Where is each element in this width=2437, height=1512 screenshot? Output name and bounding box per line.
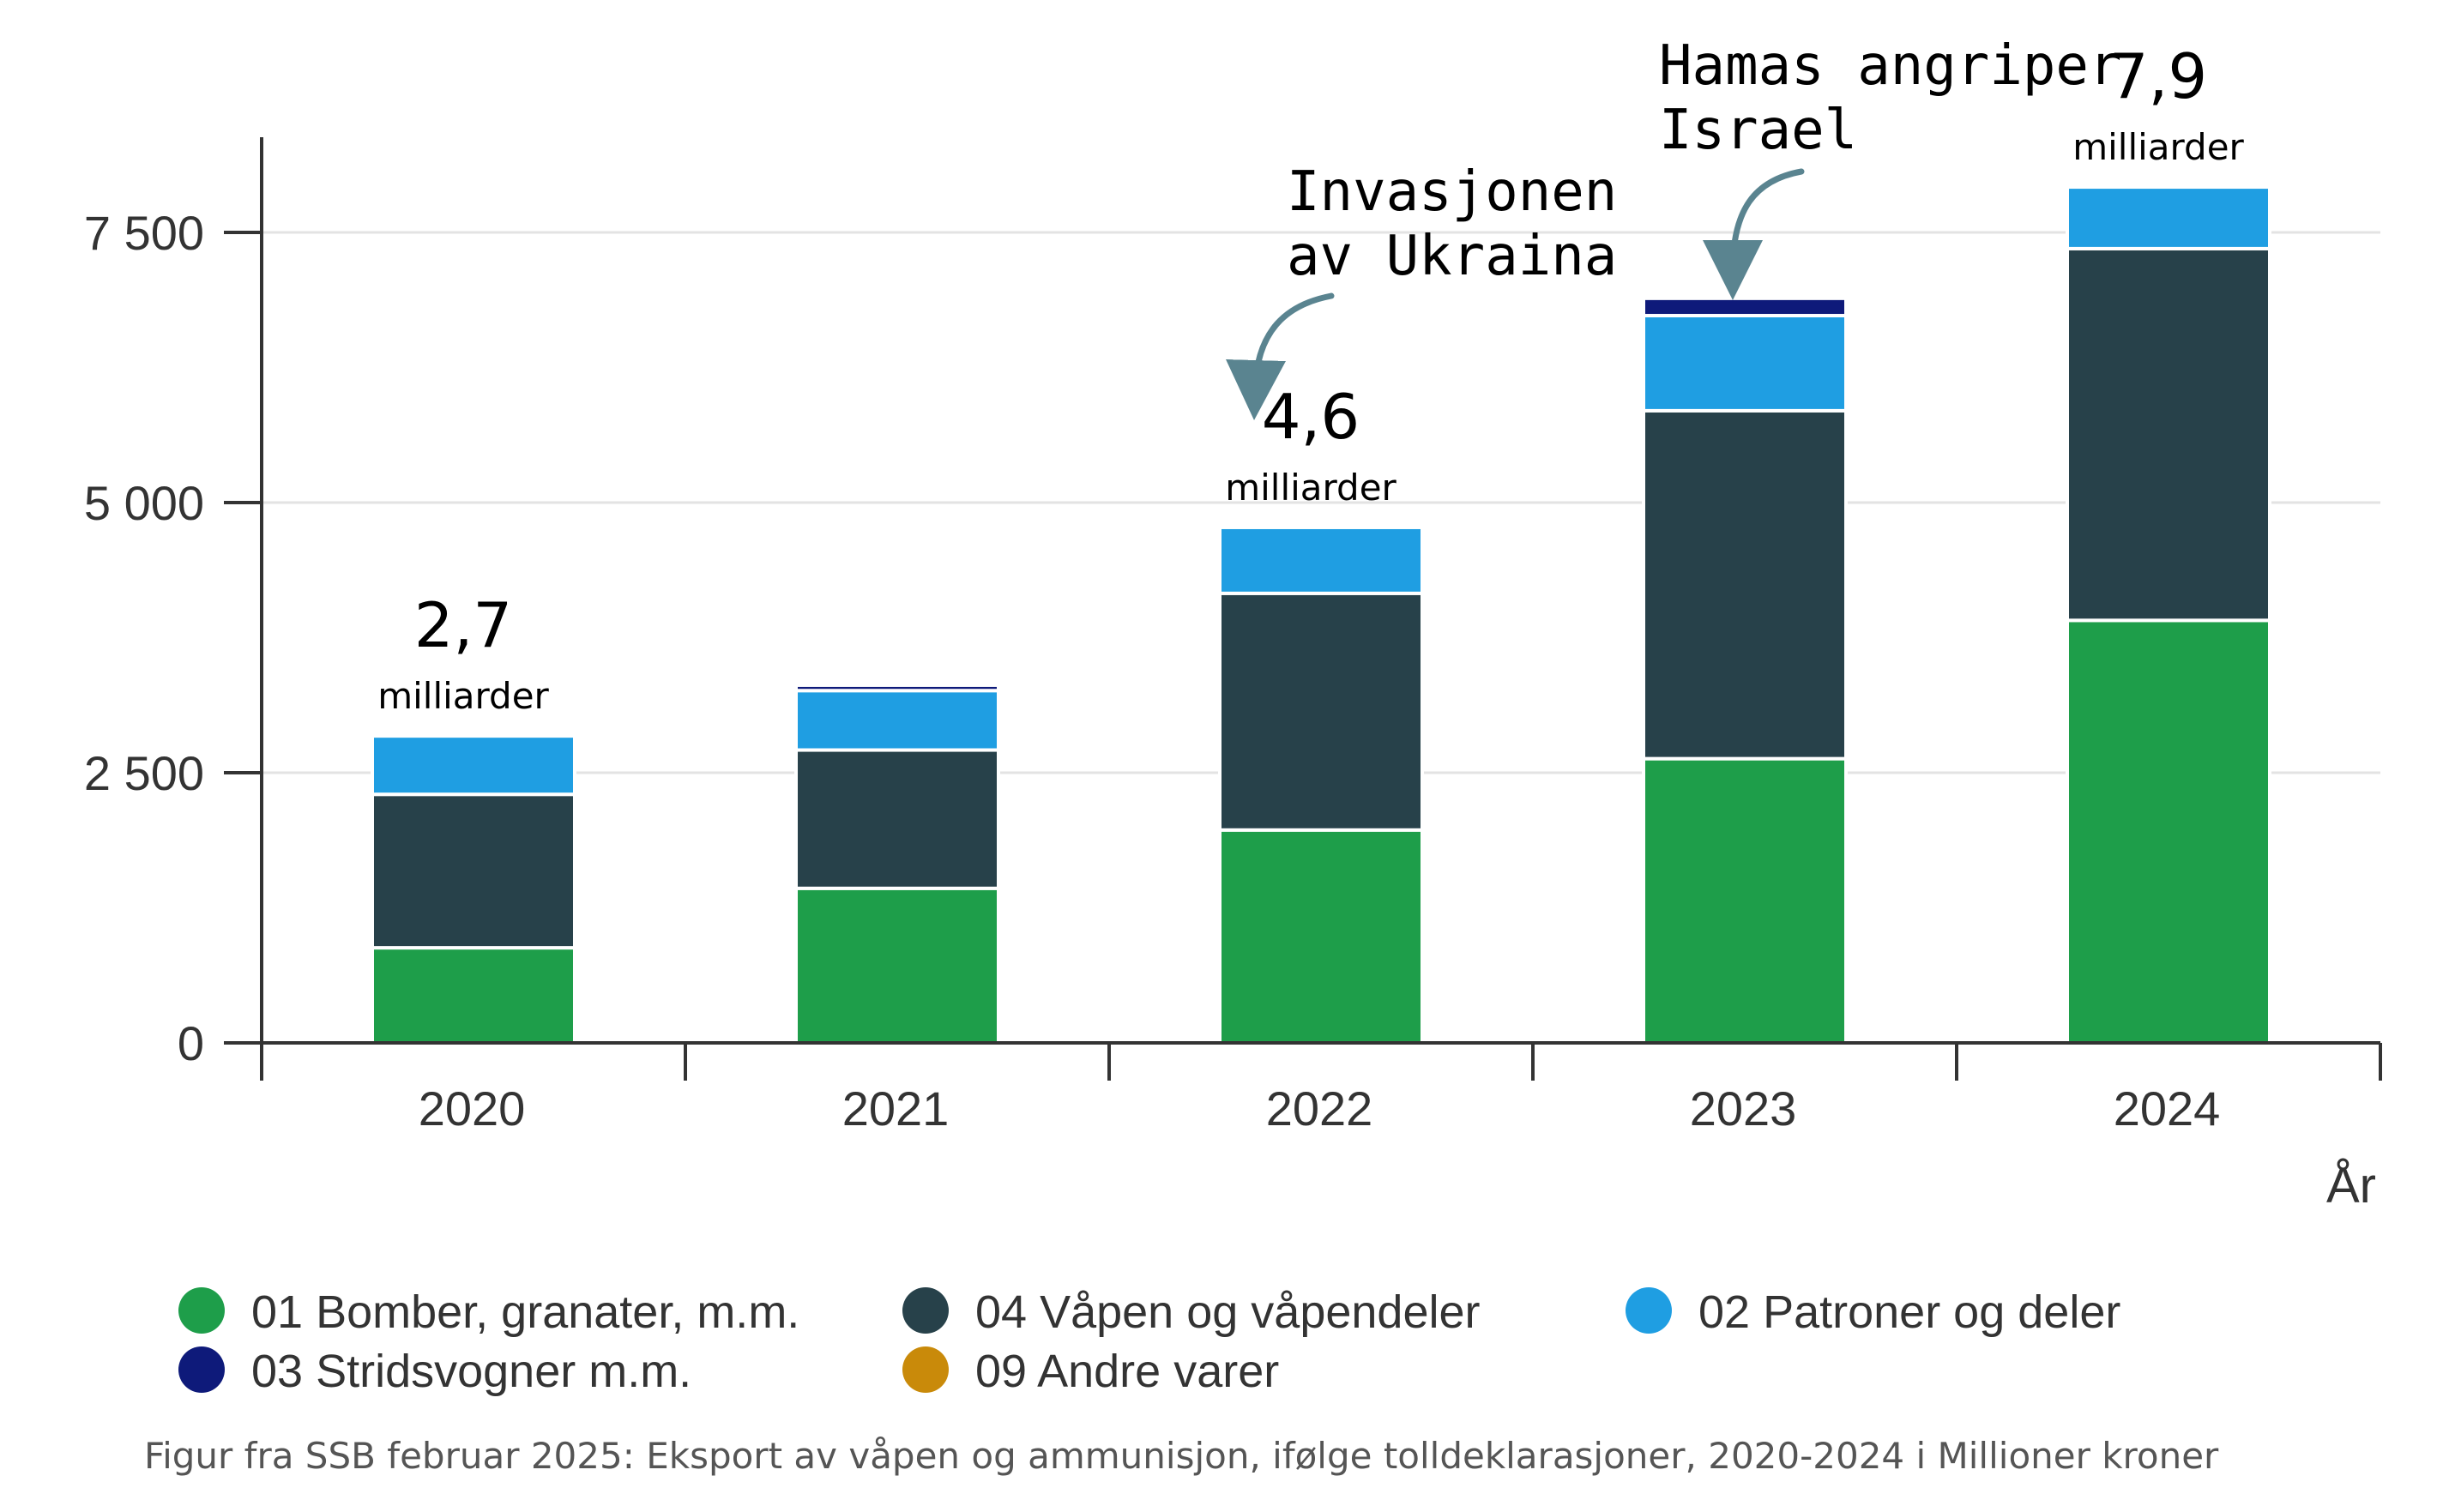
y-tick-label-2: 5 000 [84,476,204,530]
bar-2023-series-3 [1642,296,1848,318]
x-tick-label-2021: 2021 [842,1081,950,1136]
bar-2024-series-1 [2066,246,2271,623]
legend-marker-1 [902,1287,949,1334]
legend-marker-4 [902,1346,949,1393]
bar-2021-series-3 [794,683,1000,693]
legend-label-3: 03 Stridsvogner m.m. [251,1346,691,1397]
bar-2021-series-0 [794,886,1000,1045]
legend-marker-3 [178,1346,225,1393]
bar-2020-series-2 [371,734,576,797]
event-arrow-2022 [1226,292,1335,420]
bar-2023-series-0 [1642,756,1848,1045]
total-annotations: 2,7 milliarder 4,6 milliarder 7,9 milliarder [377,40,2244,717]
x-tick-label-2024: 2024 [2114,1081,2221,1136]
event-label-line2-2023: Israel [1659,99,1857,162]
legend: 01 Bomber, granater, m.m. 04 Våpen og våp… [178,1286,2120,1397]
legend-label-1: 04 Våpen og våpendeler [975,1286,1481,1338]
bar-2024-series-0 [2066,618,2271,1045]
y-tick-label-1: 2 500 [84,746,204,800]
x-tick-label-2022: 2022 [1266,1081,1373,1136]
y-axis-ticks: 0 2 500 5 000 7 500 [84,206,262,1070]
legend-label-0: 01 Bomber, granater, m.m. [251,1286,799,1338]
bar-2021-series-1 [794,748,1000,890]
total-unit-2024: milliarder [2072,126,2244,168]
legend-label-2: 02 Patroner og deler [1698,1286,2120,1338]
bar-2023-series-1 [1642,408,1848,761]
total-unit-2020: milliarder [377,675,549,717]
legend-marker-0 [178,1287,225,1334]
x-tick-label-2020: 2020 [419,1081,526,1136]
axes [260,137,2382,1081]
x-tick-label-2023: 2023 [1690,1081,1797,1136]
event-label-line1-2022: Invasjonen [1287,160,1617,224]
event-arrow-2023 [1703,168,1805,300]
event-label-line1-2023: Hamas angriper [1659,34,2121,98]
bar-2022-series-2 [1218,525,1424,595]
bar-2022-series-0 [1218,828,1424,1045]
bar-2020-series-0 [371,946,576,1045]
y-tick-label-0: 0 [178,1016,204,1070]
legend-marker-2 [1626,1287,1672,1334]
bars [371,185,2271,1045]
total-value-2024: 7,9 [2109,40,2208,112]
bar-2022-series-1 [1218,591,1424,832]
total-value-2020: 2,7 [414,589,513,661]
figure-caption: Figur fra SSB februar 2025: Eksport av v… [144,1435,2219,1477]
total-unit-2022: milliarder [1225,467,1396,509]
event-label-line2-2022: av Ukraina [1287,225,1617,288]
x-axis-ticks: 2020 2021 2022 2023 2024 [419,1081,2221,1136]
x-axis-title: År [2326,1158,2376,1214]
bar-2021-series-2 [794,689,1000,752]
total-value-2022: 4,6 [1262,381,1360,453]
y-tick-label-3: 7 500 [84,206,204,260]
bar-2024-series-2 [2066,185,2271,250]
bar-2023-series-2 [1642,314,1848,413]
legend-label-4: 09 Andre varer [975,1346,1279,1397]
bar-2020-series-1 [371,792,576,950]
